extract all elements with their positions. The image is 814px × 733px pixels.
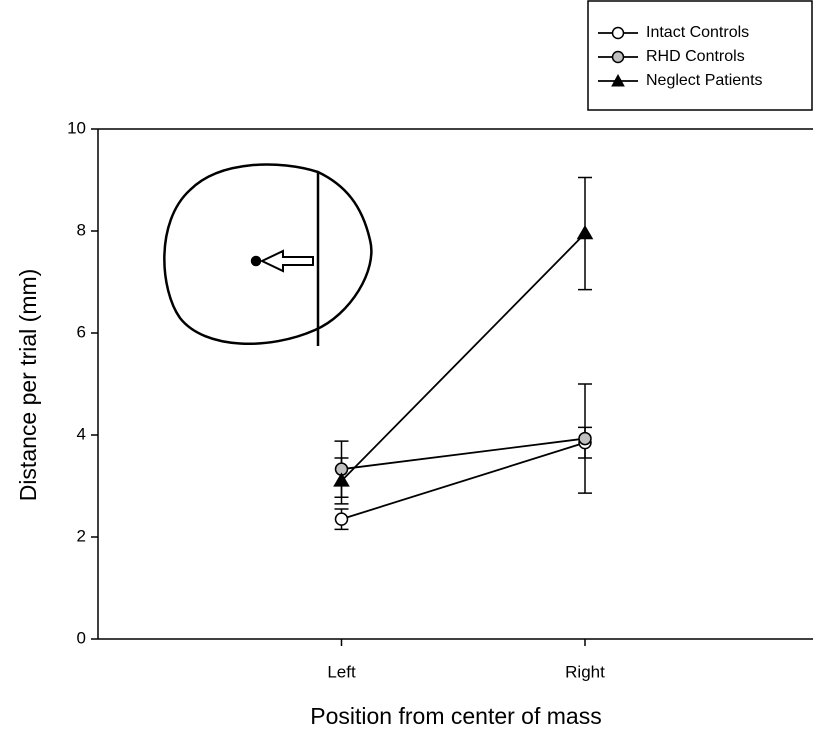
- inset-diagram: [164, 165, 371, 346]
- legend: Intact Controls RHD Controls Neglect Patie…: [588, 1, 812, 110]
- y-tick-label: 6: [77, 322, 86, 341]
- x-axis-label: Position from center of mass: [310, 703, 601, 729]
- data-point: [336, 513, 348, 525]
- data-point: [579, 433, 591, 445]
- y-axis-label: Distance per trial (mm): [15, 269, 41, 502]
- data-point: [578, 227, 592, 239]
- legend-label: Neglect Patients: [646, 72, 763, 89]
- legend-label: Intact Controls: [646, 24, 749, 41]
- y-tick-label: 8: [77, 220, 86, 239]
- y-tick-label: 0: [77, 628, 86, 647]
- y-tick-label: 10: [67, 118, 86, 137]
- chart: Position from center of mass Distance pe…: [0, 0, 814, 733]
- legend-label: RHD Controls: [646, 48, 745, 65]
- x-tick-label: Left: [327, 662, 356, 681]
- y-tick-label: 2: [77, 526, 86, 545]
- page: {"chart_data": {"type": "line", "x_label…: [0, 0, 814, 733]
- legend-marker: [613, 28, 624, 39]
- legend-marker: [613, 52, 624, 63]
- y-tick-label: 4: [77, 424, 86, 443]
- x-tick-label: Right: [565, 662, 605, 681]
